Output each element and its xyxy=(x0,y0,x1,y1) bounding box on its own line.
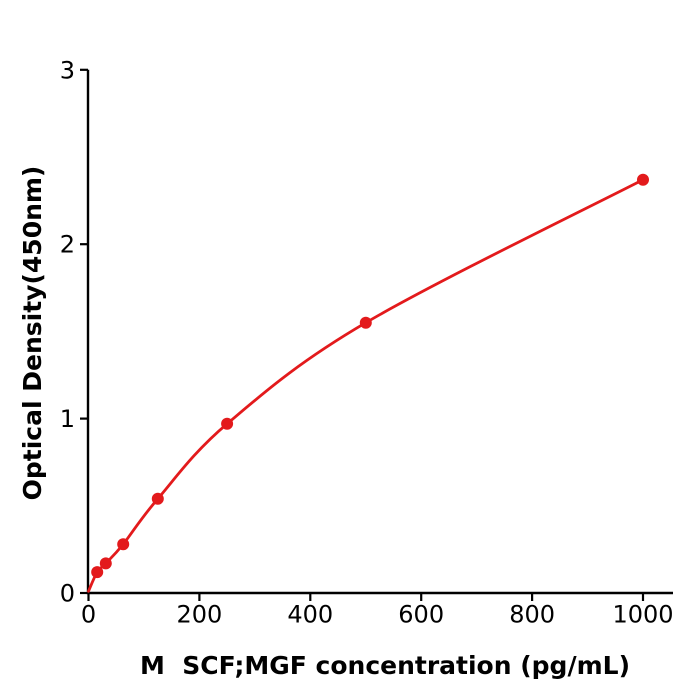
x-axis-title: M SCF;MGF concentration (pg/mL) xyxy=(140,651,630,680)
data-point xyxy=(221,417,234,430)
data-point xyxy=(99,557,112,570)
y-tick-label: 3 xyxy=(60,56,75,84)
data-point xyxy=(637,173,649,186)
axes-spines xyxy=(86,69,673,595)
y-tick-label: 1 xyxy=(60,405,75,433)
x-tick-label: 0 xyxy=(81,601,96,629)
data-point xyxy=(359,316,372,329)
x-tick-label: 800 xyxy=(509,601,555,629)
y-tick-label: 2 xyxy=(60,231,75,259)
plot-area: 0 200 400 600 800 1000 0 1 2 3 xyxy=(60,56,674,628)
x-tick-label: 200 xyxy=(176,601,222,629)
data-point xyxy=(117,538,130,551)
x-tick-label: 400 xyxy=(287,601,333,629)
data-point xyxy=(91,566,104,579)
standard-curve-line xyxy=(87,178,645,593)
x-tick-label: 600 xyxy=(398,601,444,629)
x-tick-label: 1000 xyxy=(612,601,673,629)
y-axis-title: Optical Density(450nm) xyxy=(18,166,47,501)
y-tick-label: 0 xyxy=(60,580,75,608)
data-point xyxy=(151,492,164,505)
